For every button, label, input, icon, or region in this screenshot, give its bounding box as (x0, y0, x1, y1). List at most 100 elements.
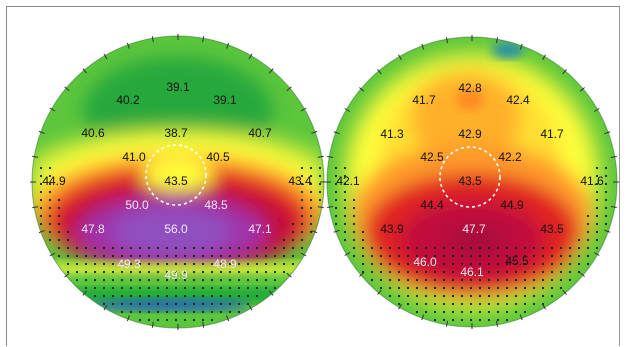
measurement-dot (415, 270, 419, 274)
measurement-dot (111, 270, 115, 274)
measurement-dot (460, 294, 464, 298)
measurement-dot (568, 270, 572, 274)
measurement-dot (57, 222, 61, 226)
measurement-dot (282, 262, 286, 266)
measurement-dot (309, 222, 313, 226)
measurement-dot (442, 278, 446, 282)
measurement-dot (237, 302, 241, 306)
measurement-dot (111, 278, 115, 282)
measurement-dot (514, 262, 518, 266)
measurement-dot (129, 278, 133, 282)
measurement-dot (604, 222, 608, 226)
measurement-dot (487, 246, 491, 250)
measurement-dot (93, 286, 97, 290)
measurement-dot (165, 270, 169, 274)
measurement-dot (174, 294, 178, 298)
measurement-dot (406, 294, 410, 298)
measurement-dot (559, 262, 563, 266)
measurement-dot (532, 302, 536, 306)
measurement-dot (183, 294, 187, 298)
measurement-dot (352, 206, 356, 210)
measurement-dot (478, 286, 482, 290)
measurement-dot (334, 222, 338, 226)
measurement-dot (550, 270, 554, 274)
measurement-dot (352, 214, 356, 218)
measurement-dot (505, 254, 509, 258)
measurement-dot (451, 302, 455, 306)
measurement-dot (532, 246, 536, 250)
measurement-dot (478, 254, 482, 258)
left-value: 39.1 (166, 80, 190, 94)
measurement-dot (66, 254, 70, 258)
measurement-dot (102, 286, 106, 290)
measurement-dot (48, 206, 52, 210)
measurement-dot (300, 166, 304, 170)
measurement-dot (165, 254, 169, 258)
measurement-dot (442, 262, 446, 266)
measurement-dot (201, 318, 205, 322)
measurement-dot (48, 222, 52, 226)
measurement-dot (496, 254, 500, 258)
measurement-dot (84, 278, 88, 282)
measurement-dot (57, 230, 61, 234)
measurement-dot (595, 206, 599, 210)
measurement-dot (514, 294, 518, 298)
measurement-dot (604, 190, 608, 194)
left-value: 56.0 (164, 222, 188, 236)
boundary-tick (202, 36, 205, 43)
measurement-dot (318, 174, 322, 178)
measurement-dot (514, 254, 518, 258)
measurement-dot (595, 198, 599, 202)
measurement-dot (282, 238, 286, 242)
boundary-tick (286, 86, 292, 92)
measurement-dot (334, 214, 338, 218)
left-topography-map: 39.1 40.2 39.1 40.6 38.7 40.7 41.0 40.5 … (30, 34, 326, 330)
measurement-dot (604, 198, 608, 202)
measurement-dot (433, 278, 437, 282)
measurement-dot (460, 286, 464, 290)
boundary-tick (398, 54, 402, 61)
right-value: 43.9 (380, 222, 404, 236)
measurement-dot (147, 286, 151, 290)
measurement-dot (604, 214, 608, 218)
right-value: 41.6 (580, 174, 604, 188)
measurement-dot (84, 246, 88, 250)
measurement-dot (397, 286, 401, 290)
left-map-color-field (32, 36, 324, 328)
measurement-dot (451, 254, 455, 258)
measurement-dot (93, 246, 97, 250)
measurement-dot (228, 262, 232, 266)
measurement-dot (300, 190, 304, 194)
measurement-dot (156, 254, 160, 258)
right-map-color-field (327, 37, 617, 327)
measurement-dot (361, 246, 365, 250)
measurement-dot (66, 262, 70, 266)
measurement-dot (237, 278, 241, 282)
right-value: 41.7 (540, 127, 564, 141)
measurement-dot (138, 270, 142, 274)
measurement-dot (388, 294, 392, 298)
measurement-dot (550, 254, 554, 258)
measurement-dot (264, 246, 268, 250)
measurement-dot (577, 238, 581, 242)
right-value: 43.5 (458, 174, 482, 188)
boundary-tick (542, 303, 546, 310)
measurement-dot (478, 270, 482, 274)
measurement-dot (397, 254, 401, 258)
measurement-dot (192, 278, 196, 282)
measurement-dot (246, 246, 250, 250)
measurement-dot (192, 270, 196, 274)
boundary-tick (126, 42, 130, 49)
measurement-dot (505, 286, 509, 290)
measurement-dot (228, 278, 232, 282)
boundary-tick (421, 43, 425, 50)
measurement-dot (496, 262, 500, 266)
measurement-dot (111, 254, 115, 258)
measurement-dot (156, 270, 160, 274)
measurement-dot (388, 286, 392, 290)
measurement-dot (183, 310, 187, 314)
measurement-dot (424, 278, 428, 282)
measurement-dot (219, 310, 223, 314)
measurement-dot (237, 270, 241, 274)
boundary-tick (398, 303, 402, 310)
